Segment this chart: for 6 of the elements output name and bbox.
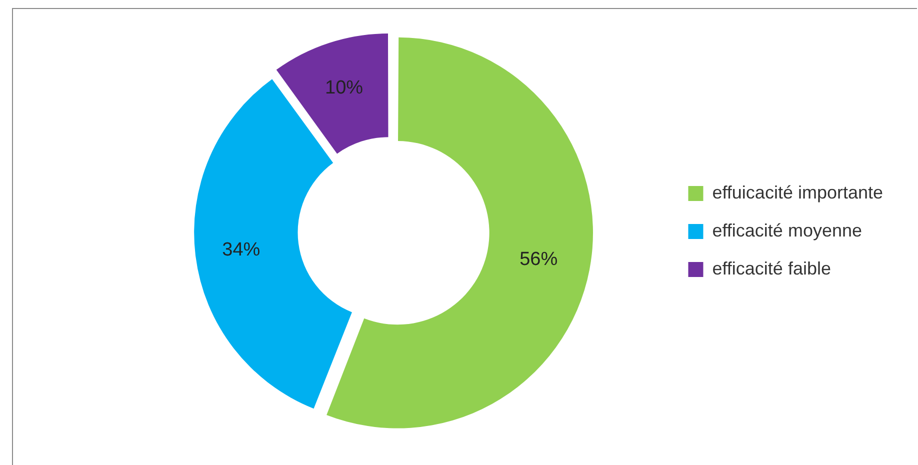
legend-label: effuicacité importante	[712, 182, 884, 202]
data-label: 56%	[520, 248, 558, 270]
data-label: 34%	[222, 240, 260, 261]
legend-label: efficacité faible	[712, 258, 831, 278]
legend-label: efficacité moyenne	[712, 220, 862, 240]
data-label: 10%	[325, 77, 364, 98]
